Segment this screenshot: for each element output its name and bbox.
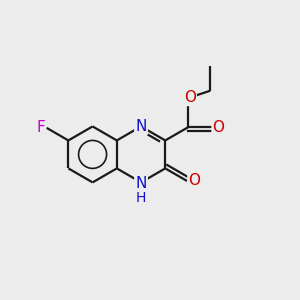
Text: F: F [36, 120, 45, 135]
Text: O: O [184, 90, 196, 105]
Text: H: H [136, 191, 146, 205]
Text: N: N [135, 119, 147, 134]
Text: O: O [212, 120, 224, 135]
Text: O: O [188, 173, 200, 188]
Text: N: N [135, 176, 147, 191]
